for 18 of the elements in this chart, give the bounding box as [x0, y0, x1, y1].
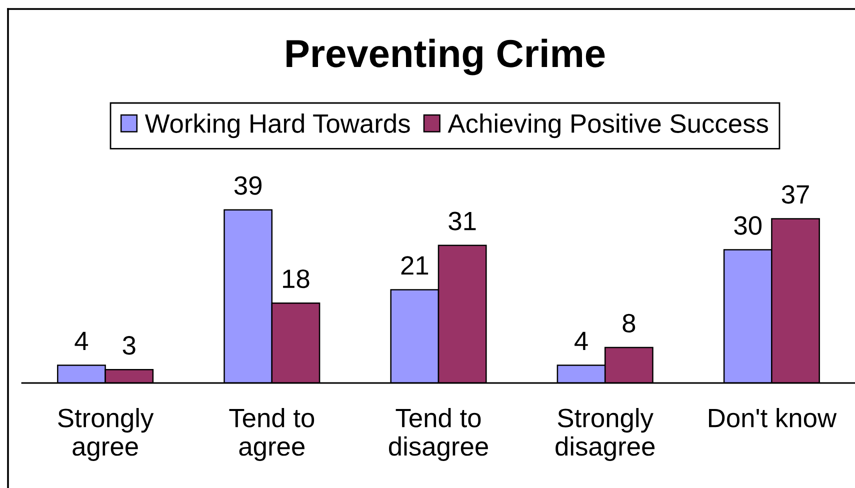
data-label: 8: [622, 314, 636, 333]
chart-title: Preventing Crime: [286, 38, 605, 76]
x-tick-label: Strongly agree: [58, 408, 154, 462]
data-label: 39: [234, 176, 262, 195]
x-tick-label: Don't know: [709, 408, 837, 428]
x-tick-label: Strongly disagree: [556, 408, 655, 462]
legend-label: Working Hard Towards: [144, 114, 410, 138]
data-label: 37: [782, 185, 809, 204]
x-tick-label: Tend to disagree: [389, 408, 488, 462]
x-tick-label: Tend to agree: [229, 408, 314, 462]
data-label: 30: [734, 216, 762, 235]
data-label: 31: [448, 212, 476, 230]
data-label: 4: [574, 332, 588, 350]
legend-label: Achieving Positive Success: [448, 114, 768, 138]
data-label: 4: [74, 332, 88, 350]
data-label: 21: [401, 256, 428, 275]
data-label: 18: [283, 269, 310, 288]
data-label: 3: [122, 336, 136, 355]
